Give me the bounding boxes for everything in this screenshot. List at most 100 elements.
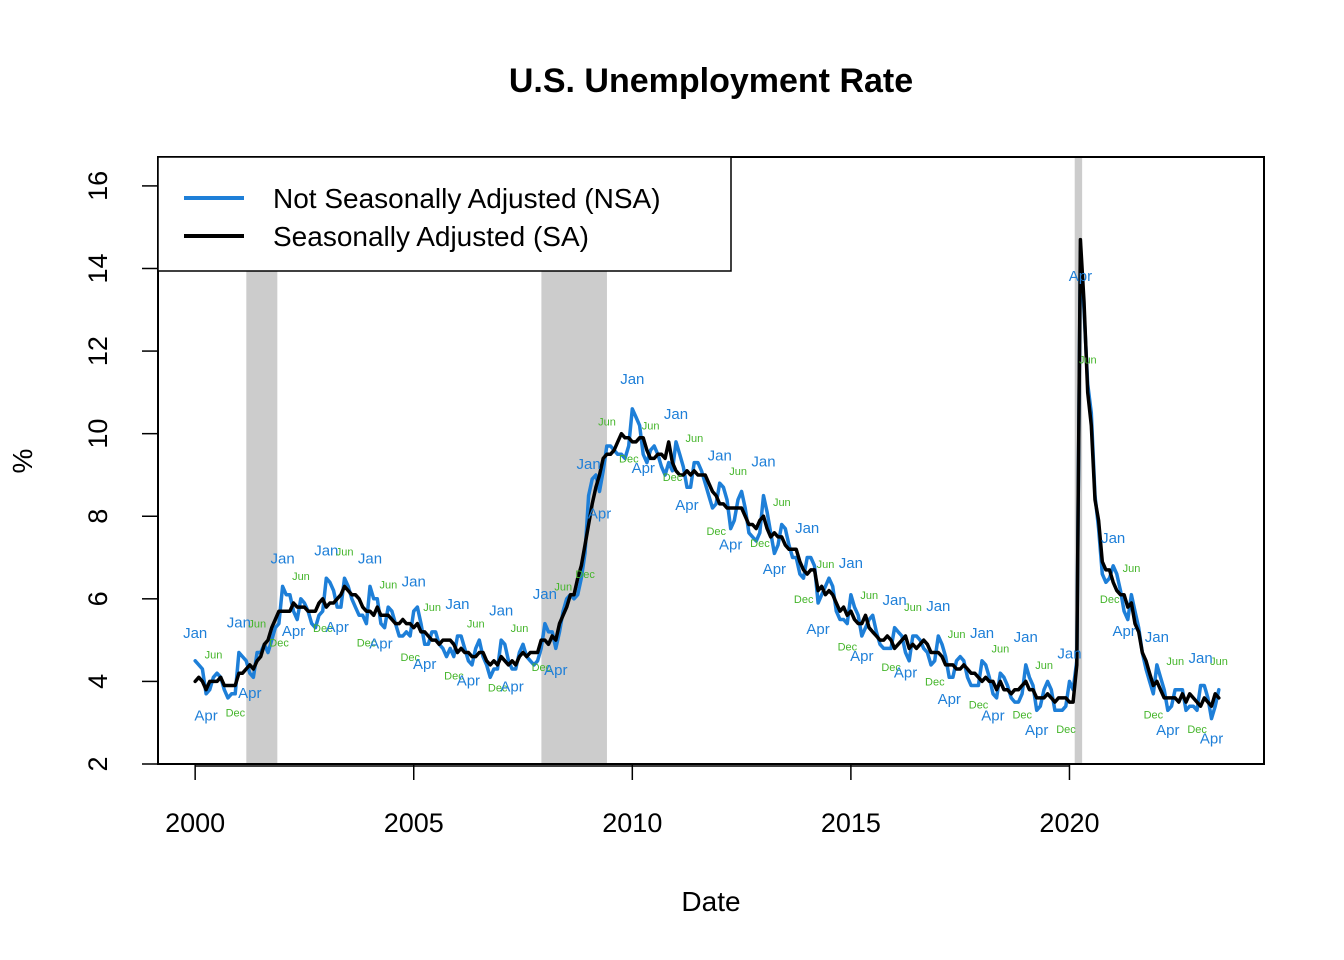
annotation-dec: Dec [313, 623, 333, 635]
annotation-apr: Apr [1156, 722, 1179, 739]
annotation-jan: Jan [489, 602, 513, 619]
annotation-dec: Dec [794, 594, 814, 606]
annotation-jun: Jun [1210, 656, 1228, 668]
annotation-apr: Apr [369, 635, 392, 652]
annotation-jun: Jun [467, 619, 485, 631]
annotation-apr: Apr [894, 664, 917, 681]
annotation-dec: Dec [969, 699, 989, 711]
annotation-dec: Dec [663, 472, 683, 484]
annotation-dec: Dec [444, 670, 464, 682]
annotation-jan: Jan [926, 598, 950, 615]
sa-series [193, 237, 1221, 708]
annotation-jun: Jun [554, 582, 572, 594]
y-tick-label: 16 [83, 171, 113, 201]
annotation-dec: Dec [357, 637, 377, 649]
annotation-apr: Apr [719, 536, 742, 553]
annotation-jun: Jun [511, 623, 529, 635]
annotation-dec: Dec [532, 662, 552, 674]
annotation-jan: Jan [1057, 646, 1081, 663]
annotation-jun: Jun [729, 466, 747, 478]
annotation-jan: Jan [839, 555, 863, 572]
x-tick-label: 2020 [1039, 808, 1099, 838]
annotation-dec: Dec [400, 652, 420, 664]
annotation-jan: Jan [620, 371, 644, 388]
annotation-jan: Jan [883, 592, 907, 609]
annotation-jun: Jun [380, 580, 398, 592]
annotation-apr: Apr [544, 662, 567, 679]
annotation-dec: Dec [1012, 710, 1032, 722]
y-axis: 2 4 6 8 10 12 14 16 [83, 171, 159, 772]
annotation-dec: Dec [750, 538, 770, 550]
annotation-jan: Jan [1145, 629, 1169, 646]
annotation-jan: Jan [314, 542, 338, 559]
y-tick-label: 6 [83, 591, 113, 606]
annotation-jan: Jan [664, 406, 688, 423]
annotation-apr: Apr [1200, 730, 1223, 747]
annotation-jan: Jan [970, 625, 994, 642]
annotation-jun: Jun [642, 421, 660, 433]
annotation-jun: Jun [248, 619, 266, 631]
annotation-jun: Jun [860, 590, 878, 602]
annotation-dec: Dec [1100, 594, 1120, 606]
annotation-dec: Dec [1144, 710, 1164, 722]
y-tick-label: 4 [83, 674, 113, 689]
annotation-apr: Apr [457, 673, 480, 690]
y-axis-title: % [7, 449, 38, 474]
annotation-dec: Dec [838, 641, 858, 653]
x-axis-title: Date [681, 886, 740, 917]
annotation-jun: Jun [292, 571, 310, 583]
annotation-jan: Jan [533, 586, 557, 603]
annotation-dec: Dec [269, 637, 289, 649]
annotation-jan: Jan [751, 454, 775, 471]
x-tick-label: 2015 [821, 808, 881, 838]
annotation-dec: Dec [1056, 724, 1076, 736]
legend: Not Seasonally Adjusted (NSA) Seasonally… [157, 156, 732, 272]
annotation-apr: Apr [194, 708, 217, 725]
annotation-apr: Apr [500, 679, 523, 696]
annotation-apr: Apr [413, 656, 436, 673]
annotation-jan: Jan [183, 625, 207, 642]
annotation-jan: Jan [402, 573, 426, 590]
annotation-dec: Dec [226, 708, 246, 720]
annotation-dec: Dec [488, 683, 508, 695]
annotation-dec: Dec [1187, 724, 1207, 736]
x-tick-label: 2010 [602, 808, 662, 838]
annotation-dec: Dec [575, 569, 595, 581]
legend-label-nsa: Not Seasonally Adjusted (NSA) [273, 183, 661, 214]
x-tick-label: 2000 [165, 808, 225, 838]
annotation-jan: Jan [577, 456, 601, 473]
annotation-apr: Apr [675, 497, 698, 514]
annotation-jan: Jan [445, 596, 469, 613]
annotation-apr: Apr [981, 708, 1004, 725]
annotation-jun: Jun [336, 546, 354, 558]
legend-label-sa: Seasonally Adjusted (SA) [273, 221, 589, 252]
annotation-apr: Apr [1069, 268, 1092, 285]
annotation-jun: Jun [948, 629, 966, 641]
annotation-jan: Jan [1189, 650, 1213, 667]
annotation-jun: Jun [598, 416, 616, 428]
annotation-apr: Apr [1112, 623, 1135, 640]
legend-box [157, 156, 732, 272]
annotation-jun: Jun [904, 602, 922, 614]
annotation-apr: Apr [763, 561, 786, 578]
y-tick-label: 10 [83, 419, 113, 449]
sa-line [193, 237, 1221, 708]
annotation-apr: Apr [850, 648, 873, 665]
annotation-apr: Apr [282, 623, 305, 640]
y-tick-label: 2 [83, 756, 113, 771]
annotation-jan: Jan [1014, 629, 1038, 646]
x-tick-label: 2005 [384, 808, 444, 838]
annotation-jun: Jun [1035, 660, 1053, 672]
annotation-jun: Jun [205, 650, 223, 662]
annotation-jun: Jun [1166, 656, 1184, 668]
annotation-apr: Apr [806, 621, 829, 638]
annotation-dec: Dec [881, 662, 901, 674]
annotation-jun: Jun [1079, 354, 1097, 366]
nsa-series [193, 250, 1221, 721]
annotation-jan: Jan [270, 551, 294, 568]
annotation-jun: Jun [817, 559, 835, 571]
annotation-jan: Jan [227, 615, 251, 632]
annotation-jun: Jun [686, 433, 704, 445]
